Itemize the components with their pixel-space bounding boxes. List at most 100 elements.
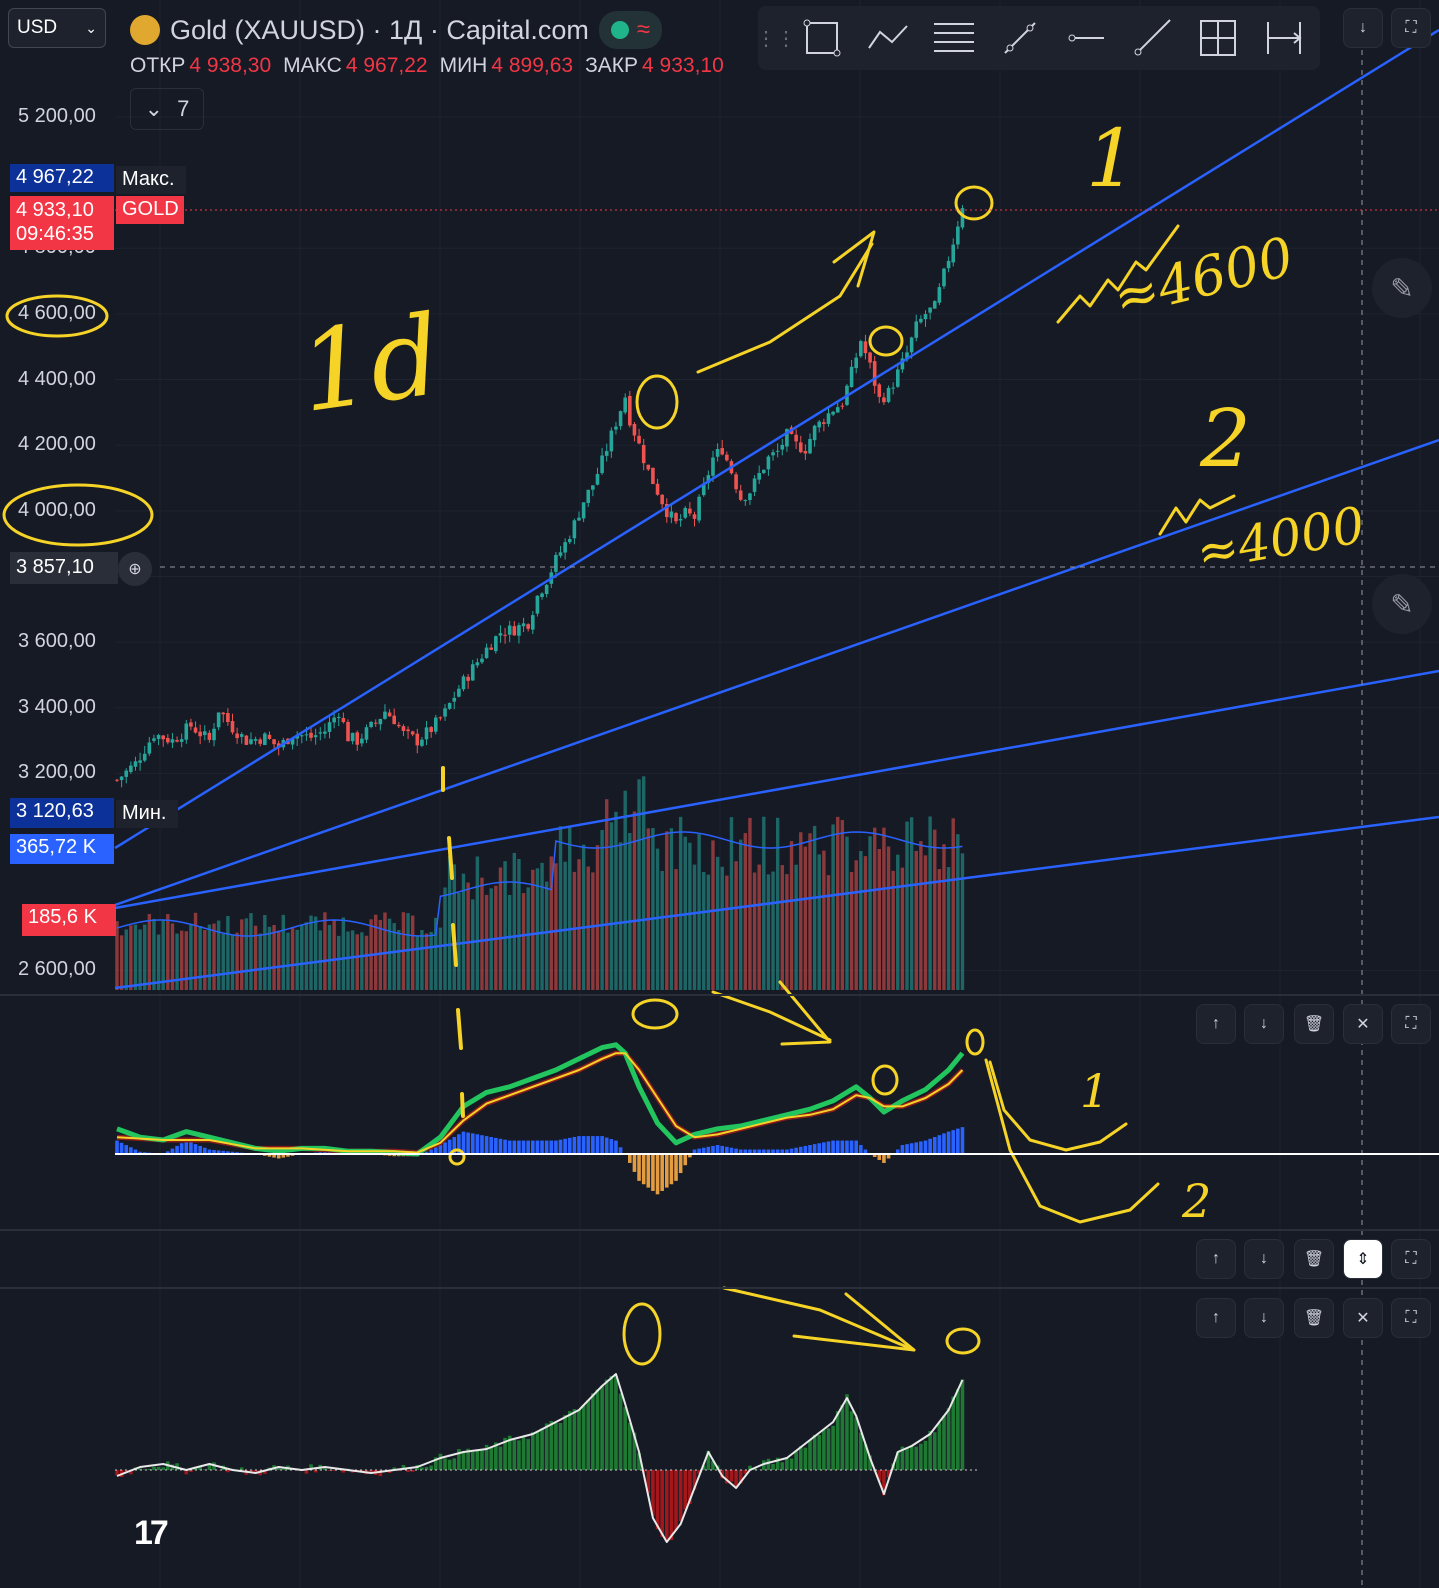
volume-bar xyxy=(734,861,738,990)
horizontal-ray-icon xyxy=(1068,34,1104,42)
market-status[interactable]: ≈ xyxy=(598,11,663,49)
pane1-move-up-button[interactable]: ↑ xyxy=(1196,1004,1236,1044)
fib-retracement-tool[interactable] xyxy=(922,10,986,66)
candle xyxy=(397,724,401,727)
osc2-bar xyxy=(771,1463,775,1470)
volume-bar xyxy=(198,925,202,990)
indicators-toggle-button[interactable]: ⌄ 7 xyxy=(130,88,204,130)
pane1-move-down-button[interactable]: ↓ xyxy=(1244,1004,1284,1044)
osc-histogram-bar xyxy=(937,1135,942,1154)
long-position-tool[interactable] xyxy=(1186,10,1250,66)
osc-histogram-bar xyxy=(591,1136,595,1154)
ray-tool[interactable] xyxy=(1120,10,1184,66)
data-delay-icon: ≈ xyxy=(636,16,651,43)
pane2-delete-button[interactable]: 🗑 xyxy=(1294,1239,1334,1279)
osc2-bar xyxy=(937,1423,942,1470)
pane1-maximize-button[interactable]: ⛶ xyxy=(1391,1004,1431,1044)
volume-bar xyxy=(341,917,346,990)
osc-histogram-bar xyxy=(480,1135,484,1154)
volume-bar xyxy=(803,846,808,990)
osc-histogram-bar xyxy=(674,1154,678,1181)
osc2-bar xyxy=(637,1453,641,1470)
dash-note xyxy=(456,1008,463,1050)
osc-histogram-bar xyxy=(664,1154,669,1188)
volume-bar xyxy=(655,848,660,990)
price-tick-label: 4 600,00 xyxy=(18,301,96,324)
add-alert-button[interactable]: ⊕ xyxy=(118,552,152,586)
volume-bar xyxy=(374,914,378,990)
candle xyxy=(780,444,785,450)
volume-bar xyxy=(872,827,877,990)
candle xyxy=(771,452,775,456)
pane2-maximize-button[interactable]: ⛶ xyxy=(1391,1239,1431,1279)
pane3-move-down-button[interactable]: ↓ xyxy=(1244,1298,1284,1338)
osc2-bar xyxy=(886,1470,891,1478)
candle xyxy=(378,719,383,725)
arrow-down-icon: ↓ xyxy=(1260,1309,1268,1326)
maximize-button[interactable]: ⛶ xyxy=(1391,8,1431,48)
osc2-bar xyxy=(785,1457,789,1470)
osc-histogram-bar xyxy=(798,1146,803,1154)
candle xyxy=(558,552,563,556)
move-down-button[interactable]: ↓ xyxy=(1343,8,1383,48)
pane3-collapse-button[interactable]: ✕ xyxy=(1343,1298,1383,1338)
pane2-move-down-button[interactable]: ↓ xyxy=(1244,1239,1284,1279)
volume-bar xyxy=(702,872,706,990)
pane3-move-up-button[interactable]: ↑ xyxy=(1196,1298,1236,1338)
candle xyxy=(849,366,854,388)
candle xyxy=(711,457,715,476)
pane1-delete-button[interactable]: 🗑 xyxy=(1294,1004,1334,1044)
trend-line-tool[interactable] xyxy=(988,10,1052,66)
date-range-tool[interactable] xyxy=(1252,10,1316,66)
osc2-bar xyxy=(429,1465,433,1470)
volume-bar xyxy=(212,923,216,990)
osc2-bar xyxy=(535,1430,540,1470)
edit-drawing-button[interactable]: ✎ xyxy=(1372,258,1432,318)
candle xyxy=(725,454,729,461)
osc2-bar xyxy=(184,1470,189,1475)
osc-histogram-bar xyxy=(221,1150,226,1154)
candle xyxy=(868,352,872,363)
candle xyxy=(300,735,304,737)
pane3-maximize-button[interactable]: ⛶ xyxy=(1391,1298,1431,1338)
path-tool[interactable] xyxy=(856,10,920,66)
candle xyxy=(826,413,831,424)
horizontal-ray-tool[interactable] xyxy=(1054,10,1118,66)
volume-bar xyxy=(937,869,942,990)
candle xyxy=(798,442,803,453)
trend-lines[interactable] xyxy=(114,28,1439,990)
rectangle-tool[interactable] xyxy=(790,10,854,66)
osc2-bar xyxy=(304,1470,309,1474)
symbol-header[interactable]: Gold (XAUUSD) · 1Д · Capital.com ≈ xyxy=(130,10,663,50)
osc-histogram-bar xyxy=(517,1140,521,1154)
osc2-bar xyxy=(960,1379,965,1470)
candle xyxy=(586,489,591,503)
osc2-bar xyxy=(683,1470,688,1510)
max-tag: Макс. xyxy=(116,166,186,194)
pane1-collapse-button[interactable]: ✕ xyxy=(1343,1004,1383,1044)
osc-histogram-bar xyxy=(175,1145,179,1154)
fib-retracement-icon xyxy=(934,23,974,52)
osc-histogram-bar xyxy=(447,1139,452,1154)
candle xyxy=(956,226,960,245)
currency-select[interactable]: USD ⌄ xyxy=(8,8,106,48)
pane3-delete-button[interactable]: 🗑 xyxy=(1294,1298,1334,1338)
volume-bar xyxy=(350,930,355,990)
osc2-bar xyxy=(678,1470,683,1522)
candle xyxy=(914,321,919,338)
osc-histogram-bar xyxy=(692,1149,697,1154)
osc2-bar xyxy=(854,1417,858,1470)
grip-icon[interactable]: ⋮⋮ xyxy=(756,27,796,50)
candle xyxy=(179,739,184,742)
osc-histogram-bar xyxy=(785,1149,789,1154)
candle xyxy=(355,732,360,745)
pane2-expand-button[interactable]: ⇕ xyxy=(1343,1239,1383,1279)
edit-drawing-button-2[interactable]: ✎ xyxy=(1372,574,1432,634)
osc-histogram-bar xyxy=(226,1151,230,1154)
candle xyxy=(152,738,156,741)
pane2-move-up-button[interactable]: ↑ xyxy=(1196,1239,1236,1279)
tradingview-logo[interactable]: 17 xyxy=(134,1514,169,1552)
candle xyxy=(170,739,175,743)
volume-bar xyxy=(942,844,946,990)
